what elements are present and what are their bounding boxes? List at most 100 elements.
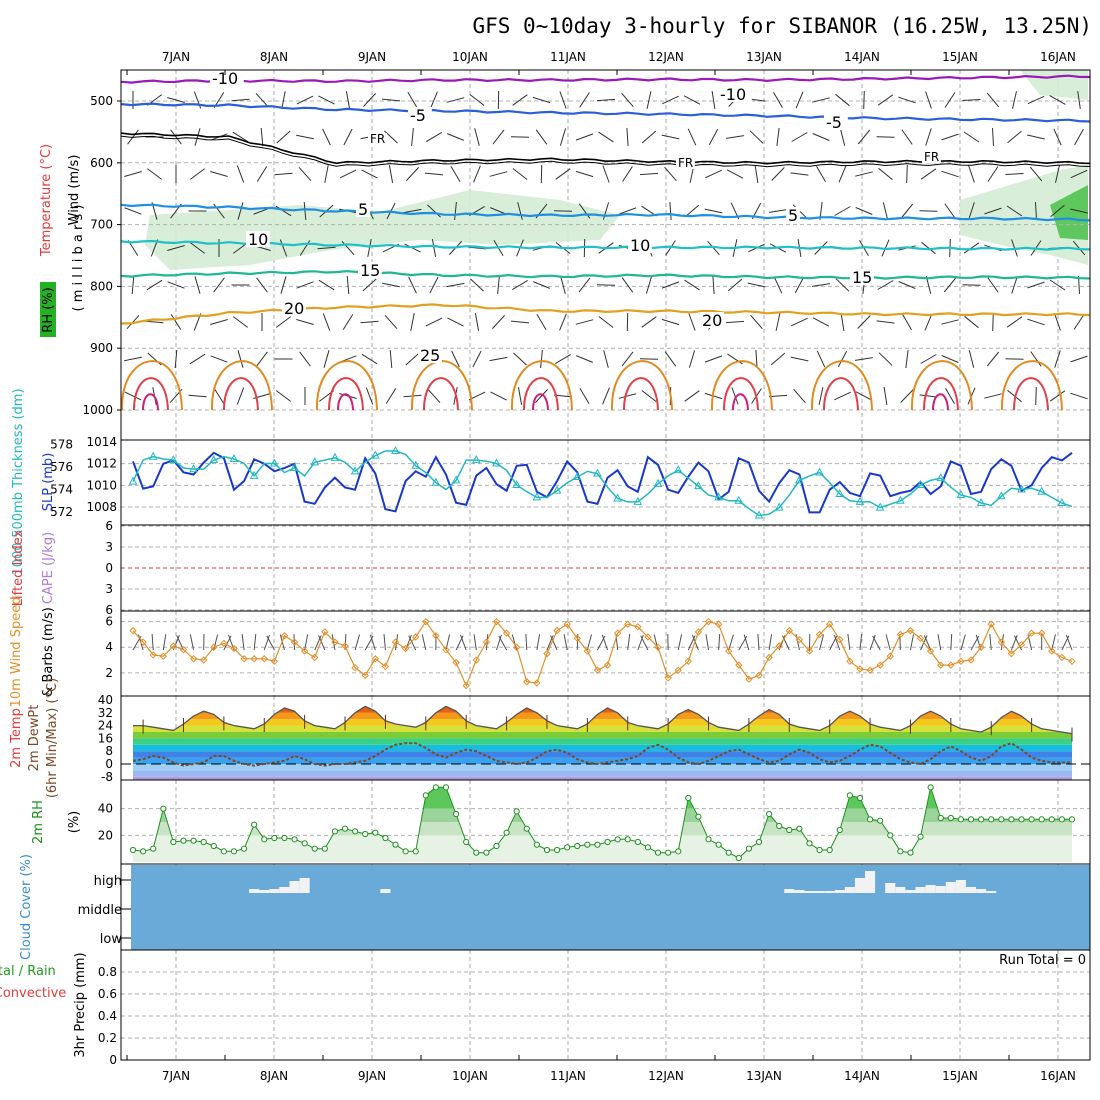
wind-barb	[793, 388, 806, 404]
wind-barb	[621, 92, 634, 108]
wind-barb	[835, 93, 850, 107]
wind-barb	[281, 91, 286, 109]
wind-barb	[276, 130, 291, 144]
wind-barb	[427, 388, 441, 404]
wind-barb	[885, 634, 891, 651]
wind-speed-point	[523, 678, 531, 686]
wind-barb	[941, 319, 959, 325]
temp-band	[133, 744, 1072, 752]
cloud-high-bar	[814, 891, 825, 893]
wind-barb	[944, 203, 956, 219]
wind-speed-point	[825, 620, 834, 628]
thickness-point	[1017, 484, 1026, 493]
rh-point	[705, 836, 712, 843]
wind-barb	[968, 350, 975, 368]
li-tick-label: 3	[105, 582, 113, 596]
wind-barb	[210, 319, 228, 325]
wind-barb	[598, 131, 614, 143]
wind-barb	[661, 281, 680, 289]
thickness-point	[956, 490, 966, 499]
rh-point	[129, 846, 137, 854]
wind-barb	[253, 634, 257, 651]
wind-barb	[1070, 355, 1088, 363]
rh-point	[1018, 816, 1025, 823]
isotherm-label: 10	[248, 230, 268, 249]
isotherm-35-line	[932, 393, 949, 411]
wind-barb	[876, 320, 895, 324]
thickness-point	[310, 457, 320, 466]
thickness-point	[835, 488, 845, 497]
wind-barb	[579, 388, 590, 404]
wind-barb	[950, 633, 953, 651]
wind-barb	[469, 94, 485, 106]
wind-barb	[1027, 281, 1045, 289]
wind-tick-label: 2	[105, 666, 113, 680]
wind-barb	[1006, 316, 1023, 328]
wind-barb	[408, 635, 417, 651]
rh-point	[826, 846, 833, 854]
wind-speed-point	[634, 623, 642, 631]
thickness-point	[128, 476, 138, 485]
wind-speed-point	[280, 632, 289, 640]
wind-barb	[1053, 128, 1062, 146]
wind-barb	[743, 634, 750, 651]
rh-point	[967, 816, 975, 823]
wind-speed-point	[422, 617, 430, 626]
isotherm-35-line	[532, 393, 549, 411]
thickness-point	[270, 458, 279, 467]
rh-point	[442, 784, 450, 791]
wind-speed-point	[654, 643, 662, 651]
wind-barb	[622, 166, 633, 182]
thickness-point	[552, 485, 562, 494]
wind-barb	[576, 633, 579, 651]
wind-barb	[840, 313, 845, 331]
rh-point	[422, 792, 429, 799]
ylabel-2m-rh: 2m RH	[31, 800, 46, 844]
cloud-high-bar	[269, 889, 280, 893]
cloud-high-bar	[965, 887, 977, 893]
date-label-top: 15JAN	[942, 50, 978, 64]
wind-barb	[646, 91, 652, 109]
isotherm-label: 5	[788, 206, 798, 225]
wind-barb	[819, 634, 824, 651]
thickness-point	[593, 468, 602, 477]
wind-barb	[987, 277, 999, 293]
wind-speed-point	[240, 655, 248, 663]
wind-barb	[601, 634, 609, 651]
wind-barb	[575, 170, 594, 178]
isotherm-30-line	[523, 377, 559, 411]
wind-barb	[424, 172, 444, 176]
wind-barb	[964, 315, 979, 329]
temp-tick-label: 0	[105, 757, 113, 771]
wind-barb	[968, 165, 975, 183]
wind-barb	[188, 394, 207, 398]
wind-barb	[429, 276, 439, 294]
wind-barb	[750, 314, 763, 330]
ylabel-2m-temp: 2m Temp	[9, 708, 24, 768]
wind-speed-point	[775, 642, 783, 650]
wind-barb	[339, 169, 357, 179]
rh-point	[220, 848, 227, 855]
wind-barb	[1027, 134, 1045, 140]
wind-barb	[906, 164, 908, 184]
wind-barb	[578, 203, 591, 219]
wind-speed-point	[321, 628, 329, 636]
wind-barb	[492, 315, 505, 329]
cloud-high-bar	[986, 891, 997, 893]
rh-point	[362, 830, 369, 838]
wind-speed-point	[836, 635, 844, 644]
wind-speed-point	[371, 655, 380, 663]
wind-barb	[688, 313, 696, 331]
wind-speed-point	[351, 663, 359, 672]
wind-barb	[303, 201, 307, 221]
isotherm-label-bg	[676, 157, 695, 169]
wind-speed-point	[684, 657, 693, 666]
rh-point	[786, 826, 793, 834]
date-label-top: 11JAN	[550, 50, 586, 64]
wind-barb	[962, 99, 981, 101]
wind-barb	[816, 165, 826, 183]
wind-barb	[346, 275, 350, 295]
wind-barb	[661, 134, 680, 140]
wind-barb	[776, 128, 780, 146]
wind-barb	[816, 350, 826, 368]
